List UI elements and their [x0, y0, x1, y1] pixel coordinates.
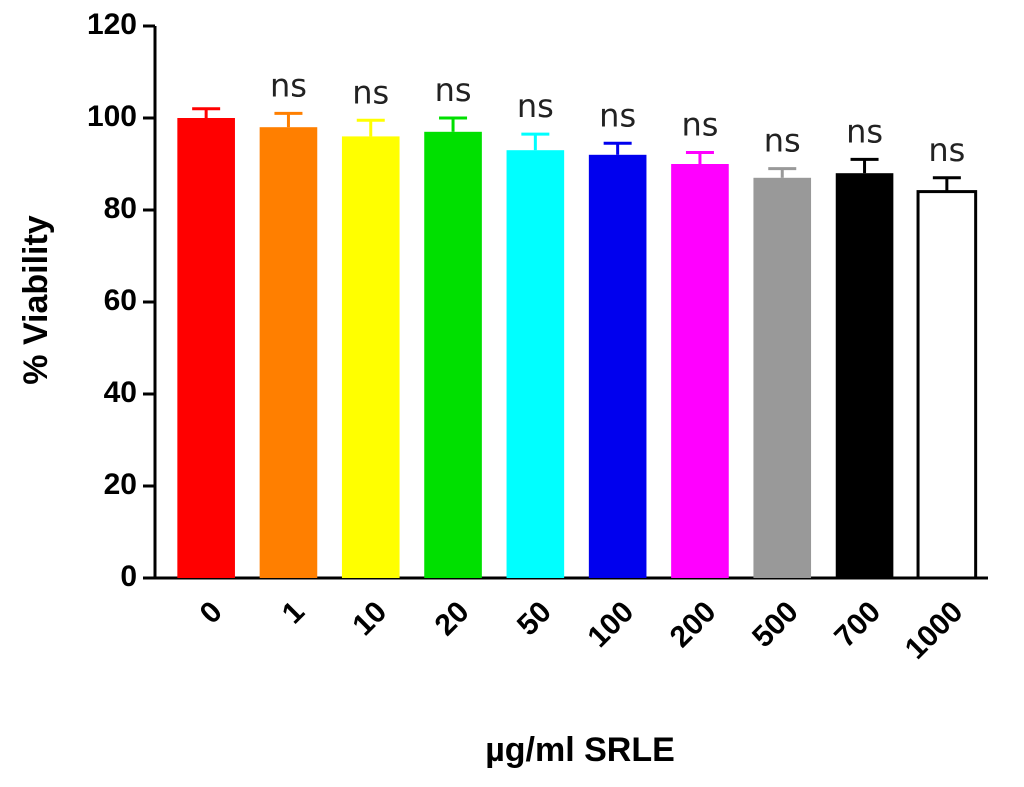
bar [835, 173, 894, 578]
y-tick-label: 40 [104, 376, 137, 409]
bar [588, 154, 647, 579]
y-tick-label: 20 [104, 468, 137, 501]
significance-label: ns [435, 71, 472, 109]
bar [341, 136, 400, 578]
x-tick-label: 0 [194, 595, 229, 630]
x-tick-label: 500 [746, 595, 805, 654]
bar [916, 190, 978, 580]
x-tick-label: 1000 [899, 595, 970, 666]
significance-label: ns [352, 73, 389, 111]
significance-label: ns [599, 96, 636, 134]
y-tick-label: 120 [87, 8, 137, 41]
bar [424, 131, 482, 579]
y-tick-label: 60 [104, 284, 137, 317]
y-tick-label: 80 [104, 192, 137, 225]
bar [753, 177, 812, 579]
bar [177, 118, 235, 578]
x-tick-label: 20 [429, 595, 476, 642]
significance-label: ns [681, 106, 718, 144]
x-tick-label: 10 [346, 595, 393, 642]
y-axis-label: % Viability [17, 215, 55, 385]
significance-label: ns [928, 131, 965, 169]
y-tick-label: 0 [120, 560, 137, 593]
x-tick-label: 700 [828, 595, 887, 654]
significance-label: ns [764, 122, 801, 160]
bar [259, 127, 318, 578]
x-axis-label: µg/ml SRLE [485, 731, 675, 769]
significance-label: ns [846, 112, 883, 150]
x-tick-label: 100 [581, 595, 640, 654]
bar [671, 164, 729, 578]
x-tick-label: 50 [511, 595, 558, 642]
y-tick-label: 100 [87, 100, 137, 133]
x-tick-label: 1 [276, 595, 311, 630]
bar [506, 150, 565, 578]
significance-label: ns [270, 66, 307, 104]
significance-label: ns [517, 87, 554, 125]
x-tick-label: 200 [664, 595, 723, 654]
